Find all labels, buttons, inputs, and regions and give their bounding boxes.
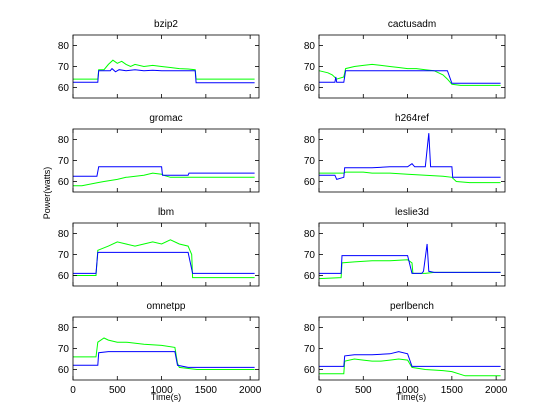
axes-frame <box>318 222 506 287</box>
series-blue-line <box>73 251 255 274</box>
axes-frame <box>72 222 260 287</box>
panel-title: gromac <box>149 113 182 124</box>
x-tick-label: 1000 <box>150 385 173 396</box>
y-tick-label: 80 <box>304 135 316 146</box>
x-tick-label: 1500 <box>441 385 464 396</box>
y-tick-label: 80 <box>304 229 316 240</box>
panel-leslie3d: leslie3d 60 70 80 <box>304 207 506 287</box>
panel-title: cactusadm <box>388 19 436 30</box>
y-tick-label: 60 <box>304 177 316 188</box>
axes-frame <box>72 316 260 381</box>
series-green-line <box>319 358 501 377</box>
series-blue-line <box>319 133 501 181</box>
x-tick-label: 0 <box>316 385 322 396</box>
x-tick-label: 500 <box>109 385 126 396</box>
series-green-line <box>73 59 255 80</box>
y-tick-label: 80 <box>58 135 70 146</box>
panel-title: omnetpp <box>147 301 186 312</box>
x-tick-label: 2000 <box>485 385 508 396</box>
series-green-line <box>73 239 255 279</box>
y-tick-label: 60 <box>58 177 70 188</box>
series-green-line <box>73 337 255 370</box>
panel-omnetpp: omnetpp 60 70 80 0 500 1000 1500 2000 <box>58 301 262 396</box>
y-tick-label: 70 <box>58 250 70 261</box>
y-tick-label: 80 <box>58 41 70 52</box>
series-green-line <box>318 63 501 86</box>
y-tick-label: 60 <box>304 271 316 282</box>
panel-bzip2: bzip2 60 70 80 <box>58 19 260 99</box>
panel-title: leslie3d <box>395 207 429 218</box>
y-tick-label: 70 <box>58 344 70 355</box>
panel-h264ref: h264ref 60 70 80 <box>304 113 506 193</box>
panel-title: perlbench <box>390 301 434 312</box>
y-tick-label: 80 <box>58 323 70 334</box>
y-tick-label: 60 <box>58 271 70 282</box>
y-tick-label: 70 <box>304 62 316 73</box>
y-tick-label: 70 <box>304 250 316 261</box>
y-tick-label: 60 <box>58 365 70 376</box>
series-blue-line <box>73 67 255 84</box>
x-tick-label: 1500 <box>195 385 218 396</box>
y-tick-label: 80 <box>304 41 316 52</box>
series-blue-line <box>73 351 255 368</box>
panel-perlbench: perlbench 60 70 80 0 500 1000 1500 2000 <box>304 301 508 396</box>
series-blue-line <box>319 70 501 84</box>
y-tick-label: 70 <box>304 344 316 355</box>
y-tick-label: 70 <box>58 156 70 167</box>
y-tick-label: 60 <box>304 365 316 376</box>
x-tick-label: 1000 <box>396 385 419 396</box>
x-tick-label: 2000 <box>239 385 262 396</box>
y-tick-label: 60 <box>304 83 316 94</box>
panels: bzip2607080cactusadm607080gromac607080h2… <box>58 19 508 396</box>
x-tick-label: 500 <box>355 385 372 396</box>
panel-title: lbm <box>158 207 174 218</box>
x-axis-label-left: Time(s) <box>151 392 181 402</box>
panel-title: bzip2 <box>154 19 178 30</box>
y-tick-label: 80 <box>58 229 70 240</box>
series-blue-line <box>319 351 501 367</box>
panel-lbm: lbm 60 70 80 <box>58 207 260 287</box>
axes-frame <box>318 34 506 99</box>
x-tick-label: 0 <box>70 385 76 396</box>
x-axis-label-right: Time(s) <box>396 392 426 402</box>
panel-title: h264ref <box>395 113 429 124</box>
series-green-line <box>73 172 255 187</box>
y-tick-label: 80 <box>304 323 316 334</box>
series-blue-line <box>319 243 501 274</box>
axes-frame <box>318 316 506 381</box>
y-tick-label: 70 <box>58 62 70 73</box>
y-tick-label: 60 <box>58 83 70 94</box>
series-blue-line <box>73 166 255 177</box>
y-axis-label: Power(watts) <box>42 167 52 220</box>
panel-gromac: gromac 60 70 80 <box>58 113 260 193</box>
y-tick-label: 70 <box>304 156 316 167</box>
panel-cactusadm: cactusadm 60 70 80 <box>304 19 506 99</box>
